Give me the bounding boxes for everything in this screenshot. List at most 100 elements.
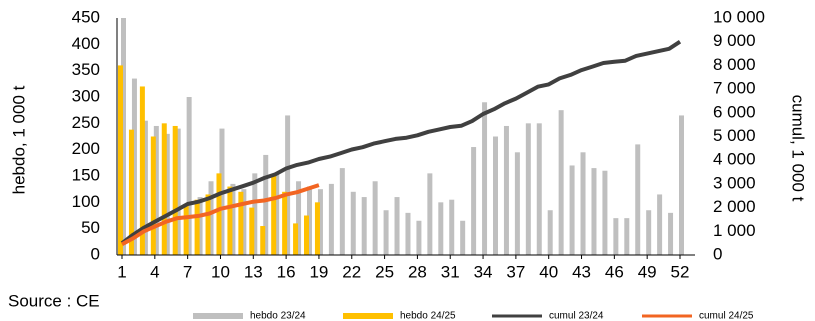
bar: [361, 197, 367, 255]
bar: [383, 210, 389, 255]
y2-tick-label: 7 000: [713, 79, 756, 98]
x-tick-label: 7: [183, 262, 192, 281]
x-tick-label: 1: [117, 262, 126, 281]
y-tick-label: 100: [72, 192, 100, 211]
legend-label: hebdo 23/24: [250, 311, 306, 321]
bar: [668, 212, 674, 255]
bar: [580, 152, 586, 255]
bar: [164, 133, 170, 255]
bar: [602, 170, 608, 255]
bar: [536, 123, 542, 255]
legend-label: cumul 23/24: [549, 311, 604, 321]
bar: [405, 212, 411, 255]
x-tick-label: 40: [539, 262, 558, 281]
bar: [635, 144, 641, 255]
bar: [139, 86, 145, 255]
bar: [183, 204, 189, 255]
y2-tick-label: 9 000: [713, 31, 756, 50]
x-tick-label: 19: [309, 262, 328, 281]
bar: [252, 173, 258, 255]
bar: [460, 220, 466, 255]
bar: [624, 218, 630, 255]
bar: [230, 183, 236, 255]
legend-label: hebdo 24/25: [400, 311, 456, 321]
y-tick-label: 350: [72, 60, 100, 79]
bar: [208, 181, 214, 255]
bar: [514, 152, 520, 255]
x-tick-label: 31: [441, 262, 460, 281]
y-tick-label: 450: [72, 7, 100, 26]
x-tick-label: 46: [605, 262, 624, 281]
x-tick-label: 52: [671, 262, 690, 281]
bar: [142, 120, 148, 255]
bar: [249, 207, 255, 255]
bar: [121, 18, 126, 255]
bar: [175, 128, 181, 255]
bar: [350, 191, 356, 255]
bar: [194, 199, 200, 255]
y2-tick-label: 3 000: [713, 173, 756, 192]
bar: [471, 147, 477, 255]
y2-tick-label: 8 000: [713, 55, 756, 74]
bar: [304, 215, 309, 255]
bar: [274, 173, 280, 255]
y2-tick-label: 5 000: [713, 126, 756, 145]
y-tick-label: 300: [72, 86, 100, 105]
bar: [613, 218, 619, 255]
bar: [172, 125, 178, 255]
bar: [493, 136, 498, 255]
y-tick-label: 250: [72, 113, 100, 132]
bar: [314, 202, 320, 255]
x-tick-label: 34: [474, 262, 493, 281]
bar: [241, 189, 247, 255]
bar: [328, 183, 334, 255]
y2-tick-label: 4 000: [713, 150, 756, 169]
x-tick-label: 4: [150, 262, 159, 281]
y-tick-label: 0: [91, 244, 100, 263]
x-tick-label: 37: [506, 262, 525, 281]
bar: [558, 110, 564, 256]
bar: [394, 197, 400, 255]
y2-tick-label: 2 000: [713, 197, 756, 216]
line: [120, 40, 682, 245]
bar: [285, 115, 291, 255]
source-note: Source : CE: [8, 291, 100, 310]
bar: [317, 189, 323, 255]
bar: [293, 223, 299, 255]
bar: [197, 197, 203, 255]
bar: [449, 199, 455, 255]
bar: [307, 186, 312, 255]
bar: [263, 154, 269, 255]
bar: [569, 165, 575, 255]
bar: [150, 136, 156, 255]
bar: [238, 191, 244, 255]
bar: [679, 115, 684, 255]
y2-tick-label: 1 000: [713, 221, 756, 240]
y-tick-label: 50: [81, 218, 100, 237]
bar: [482, 102, 488, 256]
bar: [186, 97, 192, 255]
bar: [372, 181, 378, 255]
x-tick-label: 16: [277, 262, 296, 281]
y2-tick-label: 6 000: [713, 102, 756, 121]
bar: [525, 123, 531, 255]
x-tick-label: 22: [342, 262, 361, 281]
bar: [227, 186, 233, 255]
y-tick-label: 150: [72, 165, 100, 184]
bar: [646, 210, 652, 255]
x-tick-label: 25: [375, 262, 394, 281]
line: [121, 183, 320, 247]
bar: [205, 194, 211, 255]
legend-label: cumul 24/25: [699, 311, 754, 321]
x-tick-label: 49: [638, 262, 657, 281]
y2-tick-label: 0: [713, 244, 722, 263]
bar: [161, 123, 167, 255]
bar: [282, 191, 288, 255]
y-tick-label: 200: [72, 139, 100, 158]
bar: [339, 168, 345, 255]
bar: [438, 202, 444, 255]
bar: [216, 173, 222, 255]
x-tick-label: 43: [572, 262, 591, 281]
bar: [296, 181, 302, 255]
